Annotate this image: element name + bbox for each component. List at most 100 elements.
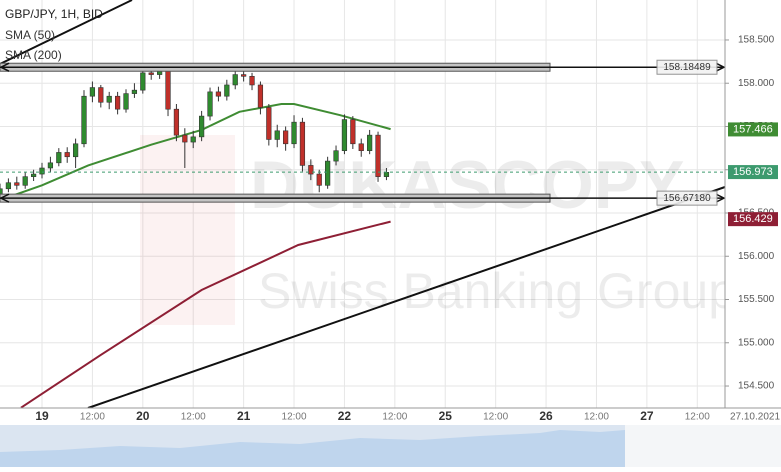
price-marker-label: 157.466 [733,123,773,135]
watermark-logo [140,135,235,325]
y-tick-label: 158.000 [738,78,775,89]
candle-body [30,173,37,177]
x-tick-label: 27 [640,409,654,423]
y-tick-label: 156.000 [738,251,775,262]
sma-line [20,220,391,409]
candle-body [316,173,322,186]
trend-line [87,186,726,409]
candle-body [148,72,154,75]
x-tick-label: 12:00 [584,412,609,423]
candle-body [199,115,205,138]
price-marker [728,122,778,137]
candle-body [64,152,70,158]
chart-title: GBP/JPY, 1H, BID [5,7,103,21]
candle-body [333,150,339,162]
level-arrow [715,193,726,203]
candle-body [383,172,390,177]
candle-body [182,134,188,143]
candle-body [123,93,129,110]
candle-body [22,176,28,186]
candle-body [249,76,255,86]
x-tick-label: 22 [338,409,352,423]
navigator [0,425,781,467]
candle-body [325,160,331,186]
candle-body [39,167,45,175]
trend-lines [0,0,726,409]
x-tick-label: 12:00 [483,412,508,423]
y-tick-label: 155.000 [738,337,775,348]
watermark-tagline: Swiss Banking Group [258,263,736,319]
navigator-window [0,425,625,467]
candle-body [106,95,112,103]
candle-body [299,121,306,166]
x-tick-label: 26 [539,409,553,423]
candle-body [232,74,238,86]
level-arrow [0,62,10,72]
x-axis-panel [0,408,781,425]
level-label-box [656,59,718,75]
candle-body [257,84,264,108]
candle-body [308,165,314,175]
level-label: 158.18489 [663,62,711,73]
candle-body [140,72,146,91]
y-tick-label: 159.000 [738,0,775,2]
candle-body [241,74,247,77]
date-label: 27.10.2021 [730,412,780,423]
candle-body [283,130,289,145]
candle-body [350,119,356,145]
candle-body [224,84,230,97]
candle-body [375,134,381,177]
candle-body [56,152,62,164]
x-tick-label: 12:00 [181,412,206,423]
level-arrow [0,193,10,203]
candle-body [165,69,171,110]
levels: 158.18489 156.67180 [0,59,726,206]
legend-entry: SMA (50) [5,28,55,42]
level-label: 156.67180 [663,193,711,204]
candle-body [190,136,196,143]
candle-body [131,89,138,94]
candle-body [5,182,12,190]
candle-body [72,143,79,158]
y-tick-label: 154.500 [738,381,775,392]
candle-body [98,87,104,103]
level-label-box [656,190,718,206]
candle-body [0,188,3,195]
indicators [0,103,391,409]
x-tick-label: 21 [237,409,251,423]
y-tick-label: 158.500 [738,35,775,46]
x-tick-label: 12:00 [382,412,407,423]
x-tick-label: 19 [35,409,49,423]
level-arrow [715,62,726,72]
candle-body [89,87,96,97]
y-axis-panel [725,0,781,408]
candle-body [81,95,87,145]
axes: 159.000158.500158.000157.500157.000156.5… [0,0,781,425]
candle-body [173,108,180,136]
price-marker-label: 156.429 [733,213,773,225]
candle-body [367,134,373,152]
candle-body [291,121,297,145]
x-tick-label: 20 [136,409,150,423]
candle-body [266,107,272,140]
legend-entry: SMA (200) [5,48,62,62]
candle-body [115,95,121,110]
candles [0,65,390,200]
x-tick-label: 25 [439,409,453,423]
x-tick-label: 12:00 [685,412,710,423]
x-tick-label: 12:00 [80,412,105,423]
candle-body [215,91,222,97]
x-tick-label: 12:00 [282,412,307,423]
y-tick-label: 155.500 [738,294,775,305]
watermark-brand: DUKASCOPY [250,147,685,223]
navigator-area [0,430,625,467]
candle-body [341,119,348,152]
price-marker [728,165,778,180]
legend: GBP/JPY, 1H, BID SMA (50) SMA (200) [5,7,103,62]
trend-line [0,0,133,65]
watermark: DUKASCOPY Swiss Banking Group [140,135,736,325]
candle-body [14,182,20,186]
